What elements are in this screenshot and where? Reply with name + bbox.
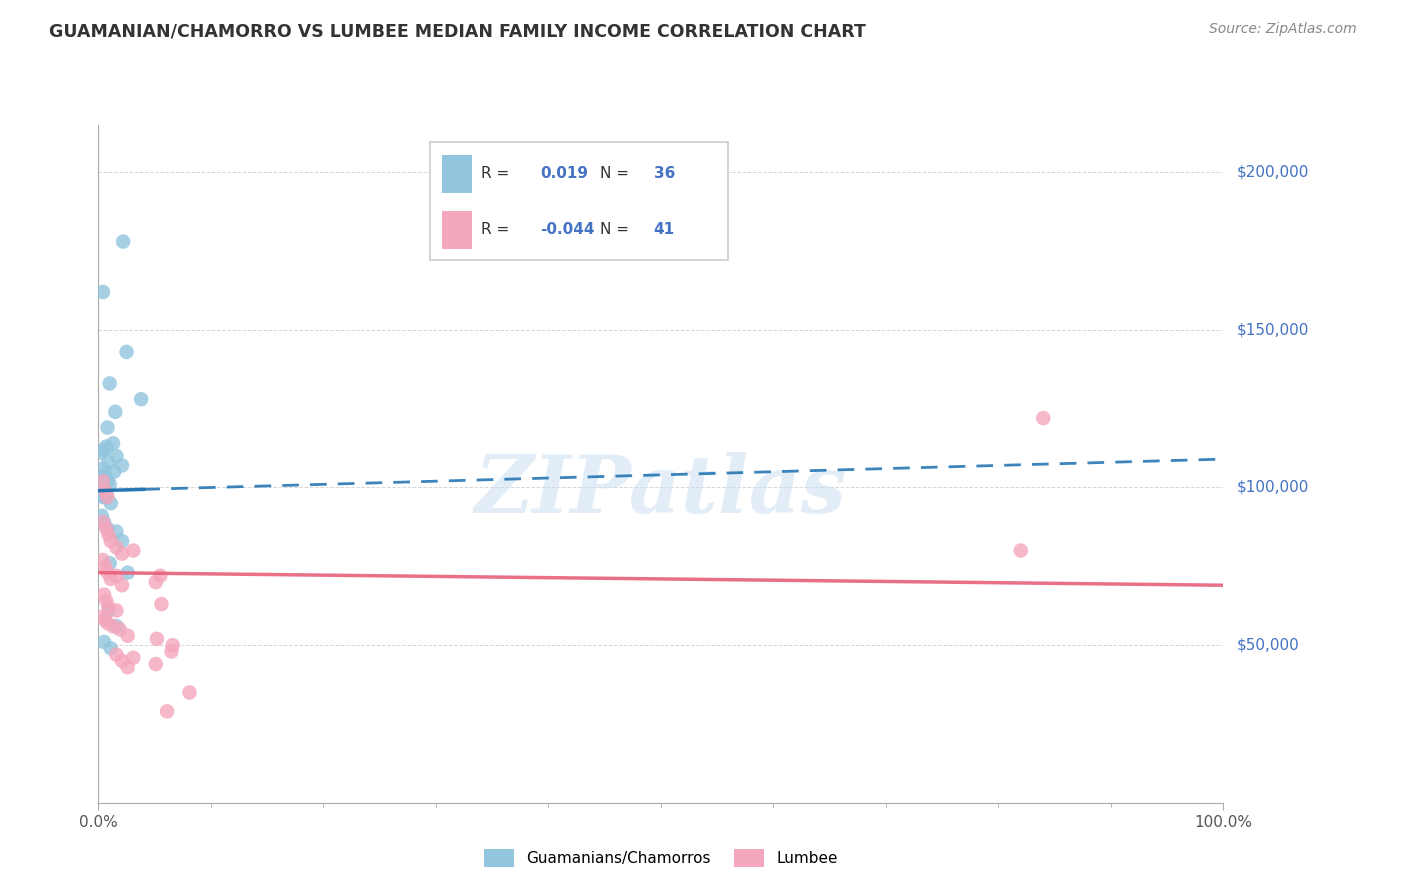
Point: [94, 559, 117, 574]
Text: $150,000: $150,000: [1237, 322, 1309, 337]
Point: [93, 515, 115, 529]
Point: [122, 650, 145, 665]
Point: [145, 575, 167, 590]
Point: [96, 594, 118, 608]
Point: [91, 490, 114, 504]
Point: [91, 609, 114, 624]
Point: [179, 685, 201, 699]
Legend: Guamanians/Chamorros, Lumbee: Guamanians/Chamorros, Lumbee: [478, 843, 844, 873]
Point: [96, 474, 118, 488]
Point: [91, 553, 114, 567]
Point: [111, 578, 134, 592]
Point: [93, 635, 115, 649]
Point: [162, 638, 184, 652]
Point: [94, 613, 117, 627]
Point: [93, 471, 115, 485]
Point: [91, 515, 114, 529]
Point: [100, 641, 122, 656]
Point: [100, 534, 122, 549]
Point: [100, 572, 122, 586]
Point: [111, 458, 134, 473]
Point: [111, 534, 134, 549]
Point: [93, 442, 115, 457]
Point: [98, 556, 121, 570]
Point: [97, 455, 120, 469]
Point: [129, 392, 152, 407]
Point: [98, 376, 121, 391]
Point: [104, 405, 127, 419]
Text: $50,000: $50,000: [1237, 638, 1301, 653]
Point: [94, 467, 117, 482]
Point: [145, 657, 167, 671]
Point: [149, 568, 172, 582]
Text: Source: ZipAtlas.com: Source: ZipAtlas.com: [1209, 22, 1357, 37]
Point: [105, 568, 128, 582]
Point: [94, 490, 117, 504]
Point: [96, 521, 118, 535]
Point: [105, 619, 128, 633]
Point: [156, 704, 179, 718]
Point: [90, 446, 112, 460]
Point: [101, 619, 124, 633]
Point: [91, 474, 114, 488]
Point: [111, 654, 134, 668]
Point: [96, 616, 118, 631]
Text: $100,000: $100,000: [1237, 480, 1309, 495]
Point: [96, 487, 118, 501]
Point: [105, 648, 128, 662]
Point: [160, 644, 183, 658]
Point: [105, 541, 128, 555]
Text: GUAMANIAN/CHAMORRO VS LUMBEE MEDIAN FAMILY INCOME CORRELATION CHART: GUAMANIAN/CHAMORRO VS LUMBEE MEDIAN FAMI…: [49, 22, 866, 40]
Point: [101, 436, 124, 450]
Point: [117, 629, 139, 643]
Text: $200,000: $200,000: [1237, 165, 1309, 179]
Point: [117, 566, 139, 580]
Point: [96, 566, 118, 580]
Point: [1010, 543, 1032, 558]
Point: [105, 524, 128, 539]
Point: [105, 449, 128, 463]
Point: [150, 597, 173, 611]
Point: [1032, 411, 1054, 425]
Point: [108, 623, 131, 637]
Point: [96, 420, 118, 434]
Point: [122, 543, 145, 558]
Point: [97, 528, 120, 542]
Point: [96, 440, 118, 454]
Point: [96, 490, 118, 504]
Point: [105, 603, 128, 617]
Point: [90, 508, 112, 523]
Point: [91, 285, 114, 299]
Point: [98, 477, 121, 491]
Point: [112, 235, 135, 249]
Point: [94, 483, 117, 498]
Point: [97, 603, 120, 617]
Point: [96, 521, 118, 535]
Point: [90, 474, 112, 488]
Point: [111, 547, 134, 561]
Point: [146, 632, 169, 646]
Point: [100, 496, 122, 510]
Point: [93, 588, 115, 602]
Text: ZIPatlas: ZIPatlas: [475, 452, 846, 530]
Point: [115, 345, 138, 359]
Point: [91, 461, 114, 475]
Point: [117, 660, 139, 674]
Point: [97, 600, 120, 615]
Point: [103, 465, 125, 479]
